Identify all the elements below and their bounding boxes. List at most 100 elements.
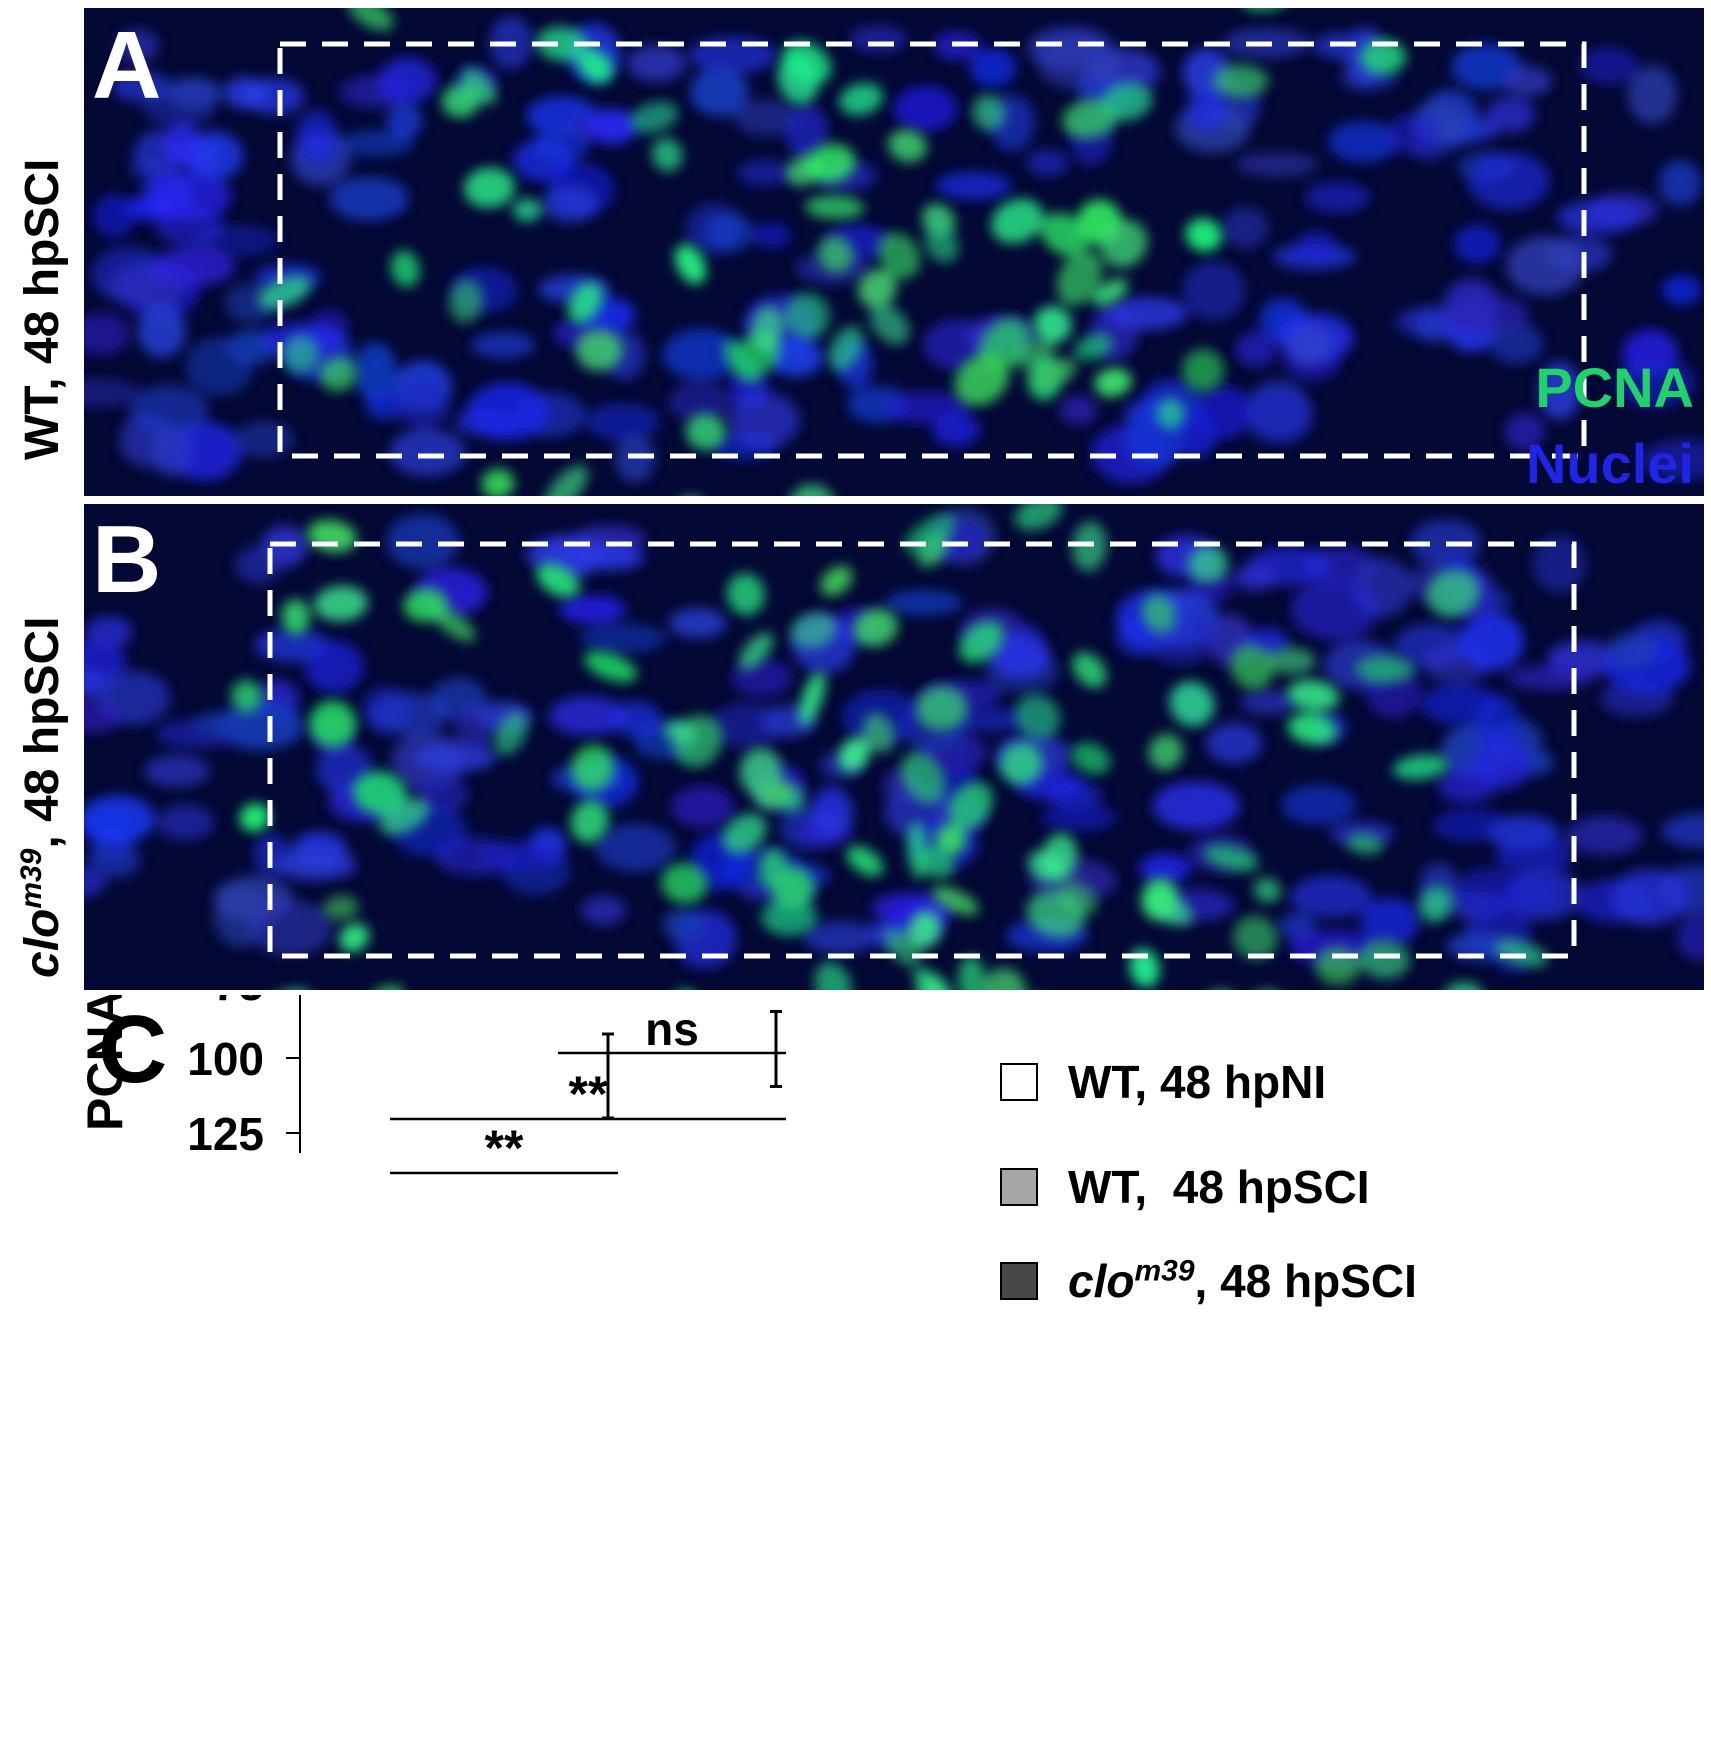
nucleus-blob <box>1139 853 1191 884</box>
pcna-cell <box>907 910 942 949</box>
nucleus-blob <box>1455 867 1521 915</box>
pcna-cell <box>883 928 921 967</box>
pcna-cell <box>1203 844 1260 872</box>
nucleus-blob <box>558 594 626 624</box>
nucleus-blob <box>704 212 755 252</box>
legend-label-clo-rest: , 48 hpSCI <box>1194 1255 1417 1307</box>
nucleus-blob <box>84 379 140 407</box>
pcna-cell <box>570 799 609 843</box>
legend-label-wt-hpni: WT, 48 hpNI <box>1068 1056 1327 1108</box>
pcna-cell <box>722 813 767 855</box>
nucleus-blob <box>1152 781 1240 831</box>
nucleus-blob <box>93 193 135 238</box>
nucleus-blob <box>1037 36 1122 90</box>
pcna-cell <box>814 961 852 990</box>
pcna-cell <box>1141 877 1178 921</box>
nucleus-blob <box>1506 665 1592 691</box>
nucleus-blob <box>1040 804 1117 832</box>
pcna-cell <box>1101 219 1148 268</box>
nucleus-blob <box>1614 357 1696 408</box>
nucleus-blob <box>785 104 829 160</box>
pcna-cell <box>403 587 448 622</box>
nucleus-blob <box>1503 66 1552 96</box>
pcna-cell <box>948 781 993 830</box>
pcna-cell <box>888 129 927 163</box>
nucleus-blob <box>1239 689 1299 715</box>
nucleus-blob <box>216 702 304 751</box>
pcna-cell <box>751 305 784 351</box>
nucleus-blob <box>610 701 662 738</box>
pcna-cell <box>790 612 837 649</box>
nucleus-blob <box>1281 784 1356 826</box>
pcna-cell <box>782 40 832 84</box>
pcna-cell <box>954 354 1009 406</box>
legend-label-clo-sup: m39 <box>1134 1254 1195 1288</box>
panel-b-label-italic: clo <box>16 908 69 978</box>
pcna-cell <box>1056 250 1103 306</box>
pcna-cell <box>798 671 826 726</box>
legend-item-wt-hpni: WT, 48 hpNI <box>1000 1056 1327 1108</box>
pcna-cell <box>924 225 959 263</box>
legend-item-clo-hpsci: clom39, 48 hpSCI <box>1000 1254 1417 1307</box>
nucleus-blob <box>1661 275 1702 306</box>
nucleus-blob <box>737 159 793 187</box>
pcna-cell <box>958 620 1004 663</box>
nucleus-blob <box>753 222 791 249</box>
pcna-cell <box>1355 655 1415 684</box>
pcna-cell <box>1074 333 1113 361</box>
pcna-cell <box>1092 278 1128 307</box>
pcna-cell <box>932 886 979 915</box>
nucleus-blob <box>370 692 450 736</box>
nucleus-blob <box>1222 206 1269 249</box>
nucleus-blob <box>803 921 878 955</box>
nucleus-blob <box>1538 361 1581 420</box>
nucleus-blob <box>884 589 963 616</box>
pcna-layer <box>258 8 1406 496</box>
pcna-cell <box>900 752 946 804</box>
pcna-cell <box>739 632 773 670</box>
pcna-cell <box>347 8 394 31</box>
nucleus-blob <box>1185 88 1227 132</box>
nucleus-blob <box>1579 46 1638 85</box>
nucleus-blob <box>579 623 667 654</box>
pcna-cell <box>281 599 310 635</box>
micrograph-panel-b <box>84 504 1704 990</box>
nucleus-blob <box>234 545 284 584</box>
pcna-cell <box>739 748 782 796</box>
pcna-cell <box>494 712 528 756</box>
nucleus-blob <box>1476 695 1521 750</box>
nucleus-blob <box>1661 812 1704 849</box>
y-tick-label: 75 <box>213 995 264 1010</box>
pcna-cell <box>1185 218 1223 252</box>
nucleus-blob <box>84 700 121 734</box>
pcna-cell <box>1094 367 1132 397</box>
nucleus-blob <box>586 108 638 145</box>
nucleus-blob <box>354 342 397 402</box>
pcna-cell <box>652 138 683 172</box>
nucleus-blob <box>1557 200 1640 235</box>
pcna-cell <box>1040 212 1088 256</box>
nucleus-blob <box>1245 386 1314 445</box>
sig-label-2: ns <box>645 1003 699 1055</box>
pcna-cell <box>820 565 853 596</box>
pcna-cell <box>1426 568 1480 618</box>
nucleus-blob <box>1105 296 1188 330</box>
legend-label-wt-hpsci: WT, 48 hpSCI <box>1068 1161 1370 1213</box>
pcna-cell <box>869 304 910 345</box>
pcna-cell <box>239 803 270 832</box>
sig-label-0: ** <box>485 1120 524 1176</box>
nucleus-blob <box>668 381 731 423</box>
nucleus-blob <box>223 76 267 109</box>
nucleus-blob <box>296 109 338 164</box>
nucleus-blob <box>530 128 590 162</box>
pcna-cell <box>1266 647 1316 675</box>
panel-letter-b: B <box>92 506 162 613</box>
pcna-cell <box>512 198 542 222</box>
nucleus-blob <box>594 823 676 872</box>
nucleus-blob <box>84 312 130 356</box>
legend-item-wt-hpsci: WT, 48 hpSCI <box>1000 1161 1370 1213</box>
pcna-cell <box>1071 742 1111 775</box>
y-tick-label: 100 <box>187 1033 264 1085</box>
pcna-cell <box>577 48 613 84</box>
pcna-layer <box>231 504 1548 990</box>
